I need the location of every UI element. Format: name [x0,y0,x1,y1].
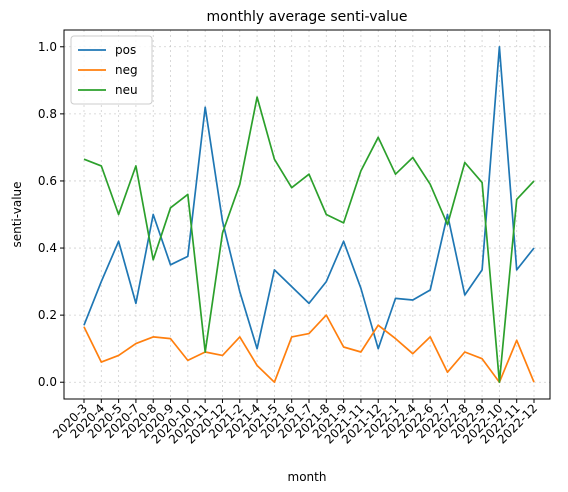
y-tick-label: 0.2 [38,308,57,322]
legend-box [70,35,153,105]
legend-label-neu: neu [115,83,138,97]
series-line-neu [83,96,535,384]
legend-label-neg: neg [115,63,138,77]
y-tick-label: 0.6 [38,174,57,188]
legend-label-pos: pos [115,43,136,57]
series-lines [83,45,535,384]
y-tick-label: 0.8 [38,107,57,121]
y-tick-label: 0.0 [38,375,57,389]
x-axis: 2020-32020-42020-52020-72020-82020-92020… [50,399,540,447]
plot-frame [63,29,551,400]
y-axis-title: senti-value [10,181,24,247]
y-tick-label: 0.4 [38,241,57,255]
chart-title: monthly average senti-value [207,9,408,25]
series-line-pos [83,45,535,350]
y-tick-label: 1.0 [38,40,57,54]
legend: pos neg neu [70,35,153,105]
x-axis-title: month [288,470,327,484]
y-axis: 0.0 0.2 0.4 0.6 0.8 1.0 [38,40,64,389]
series-line-neg [83,314,535,384]
